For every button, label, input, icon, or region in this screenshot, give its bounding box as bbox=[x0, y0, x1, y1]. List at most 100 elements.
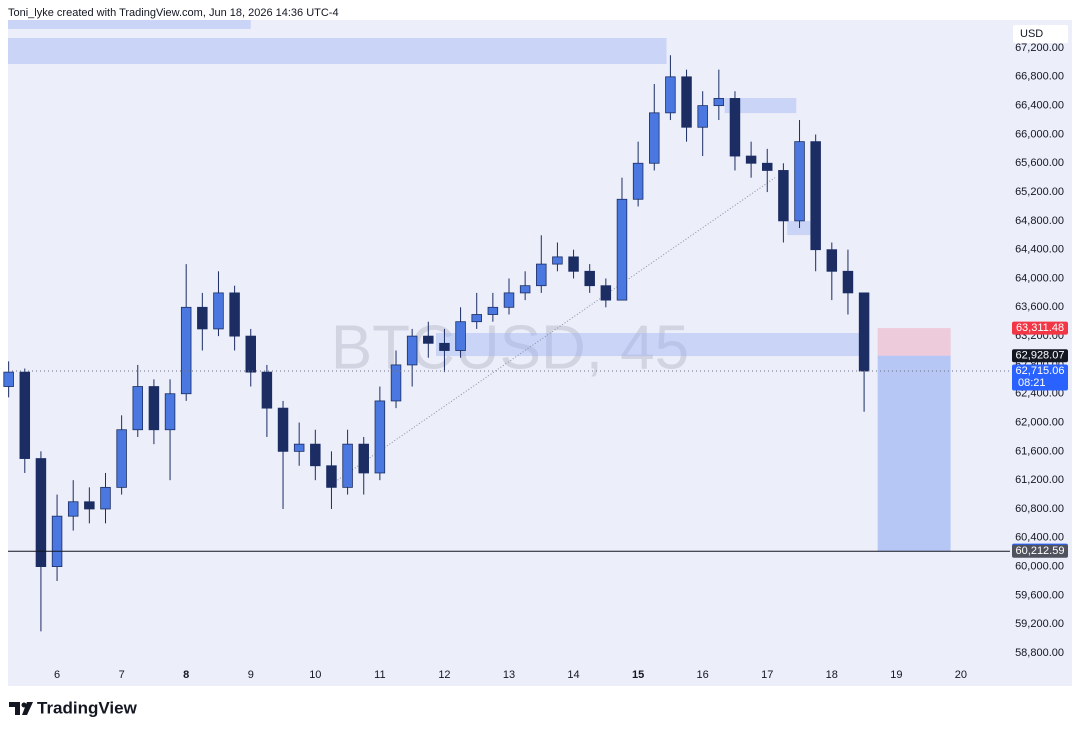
price-marker bbox=[1012, 544, 1068, 558]
y-tick-label: 62,400.00 bbox=[1015, 388, 1064, 400]
candle-body bbox=[778, 170, 789, 222]
x-tick-label: 10 bbox=[309, 669, 321, 681]
price-marker-label: 62,715.06 bbox=[1016, 365, 1065, 377]
y-tick-label: 64,400.00 bbox=[1015, 244, 1064, 256]
y-tick-label: 59,600.00 bbox=[1015, 589, 1064, 601]
footer-logo-text: TradingView bbox=[37, 698, 138, 717]
x-tick-label: 6 bbox=[54, 669, 60, 681]
candle-body bbox=[729, 98, 741, 157]
y-tick-label: 59,200.00 bbox=[1015, 618, 1064, 630]
candle-body bbox=[568, 256, 579, 272]
zone bbox=[436, 333, 867, 357]
candle-body bbox=[310, 443, 321, 467]
candle-body bbox=[213, 292, 224, 330]
candle-body bbox=[277, 407, 289, 452]
candle-body bbox=[197, 306, 208, 330]
candle-body bbox=[326, 465, 337, 488]
candle-body bbox=[471, 314, 482, 323]
x-tick-label: 15 bbox=[632, 669, 644, 681]
candle-body bbox=[649, 112, 660, 164]
x-tick-label: 17 bbox=[761, 669, 773, 681]
zone bbox=[8, 20, 251, 30]
candle-body bbox=[374, 400, 386, 474]
candle-body bbox=[35, 458, 47, 567]
x-tick-label: 8 bbox=[183, 669, 189, 681]
candle-body bbox=[600, 285, 612, 301]
x-tick-label: 14 bbox=[567, 669, 579, 681]
x-tick-label: 9 bbox=[248, 669, 254, 681]
candle-body bbox=[794, 141, 805, 222]
zone bbox=[877, 328, 951, 356]
y-tick-label: 62,000.00 bbox=[1015, 416, 1064, 428]
y-tick-label: 67,200.00 bbox=[1015, 42, 1064, 54]
y-tick-label: 66,800.00 bbox=[1015, 71, 1064, 83]
y-tick-label: 61,600.00 bbox=[1015, 445, 1064, 457]
candle-body bbox=[51, 515, 63, 567]
x-tick-label: 19 bbox=[890, 669, 902, 681]
candle-body bbox=[552, 256, 563, 265]
candle-body bbox=[261, 371, 273, 409]
y-tick-label: 60,400.00 bbox=[1015, 532, 1064, 544]
y-tick-label: 61,200.00 bbox=[1015, 474, 1064, 486]
zone bbox=[724, 98, 797, 114]
x-tick-label: 11 bbox=[374, 669, 385, 681]
candle-body bbox=[229, 292, 240, 337]
y-tick-label: 60,800.00 bbox=[1015, 503, 1064, 515]
candle-body bbox=[245, 335, 256, 373]
y-tick-label: 60,000.00 bbox=[1015, 560, 1064, 572]
candle-body bbox=[842, 270, 854, 294]
zone bbox=[8, 38, 667, 65]
candle-body bbox=[762, 162, 773, 171]
x-tick-label: 13 bbox=[503, 669, 515, 681]
watermark: BTCUSD, 45 bbox=[331, 313, 689, 382]
candle-body bbox=[713, 98, 725, 107]
candle-body bbox=[697, 105, 708, 128]
y-tick-label: 66,400.00 bbox=[1015, 100, 1064, 112]
price-marker-label: 60,212.59 bbox=[1016, 545, 1065, 557]
x-tick-label: 12 bbox=[438, 669, 450, 681]
y-tick-label: 66,000.00 bbox=[1015, 128, 1064, 140]
price-marker bbox=[1012, 364, 1068, 391]
candle-body bbox=[358, 443, 369, 474]
candle-body bbox=[503, 292, 515, 308]
candle-body bbox=[858, 292, 870, 372]
candle-body bbox=[826, 249, 838, 272]
trendline bbox=[329, 177, 776, 486]
candle-body bbox=[67, 501, 79, 517]
y-tick-label: 64,800.00 bbox=[1015, 215, 1064, 227]
candle-body bbox=[810, 141, 821, 251]
y-tick-label: 63,600.00 bbox=[1015, 301, 1064, 313]
countdown: 08:21 bbox=[1018, 377, 1046, 389]
candle-body bbox=[487, 306, 499, 315]
candle-body bbox=[423, 335, 434, 344]
candle-body bbox=[19, 371, 31, 459]
candle-body bbox=[455, 321, 466, 351]
zone bbox=[877, 355, 951, 552]
candle-body bbox=[584, 270, 595, 287]
candle-body bbox=[390, 364, 402, 402]
candle-body bbox=[745, 155, 757, 164]
price-marker-label: 62,928.07 bbox=[1016, 350, 1065, 362]
candle-body bbox=[519, 285, 531, 294]
candle-body bbox=[180, 306, 192, 395]
header: Toni_lyke created with TradingView.com, … bbox=[8, 7, 339, 19]
candle-body bbox=[84, 501, 95, 510]
candle-body bbox=[665, 76, 676, 114]
currency: USD bbox=[1020, 28, 1043, 40]
candle-body bbox=[148, 386, 160, 431]
y-tick-label: 65,600.00 bbox=[1015, 157, 1064, 169]
candle-body bbox=[681, 76, 692, 128]
y-tick-label: 58,800.00 bbox=[1015, 647, 1064, 659]
x-tick-label: 16 bbox=[697, 669, 709, 681]
candle-body bbox=[439, 342, 450, 351]
candle-body bbox=[342, 443, 353, 488]
candle-body bbox=[164, 393, 176, 431]
y-tick-label: 64,000.00 bbox=[1015, 272, 1064, 284]
candle-body bbox=[3, 371, 14, 387]
candle-body bbox=[536, 263, 547, 287]
candle-body bbox=[632, 162, 644, 200]
x-tick-label: 20 bbox=[955, 669, 967, 681]
price-marker bbox=[1012, 321, 1068, 335]
currency-box bbox=[1013, 25, 1068, 43]
